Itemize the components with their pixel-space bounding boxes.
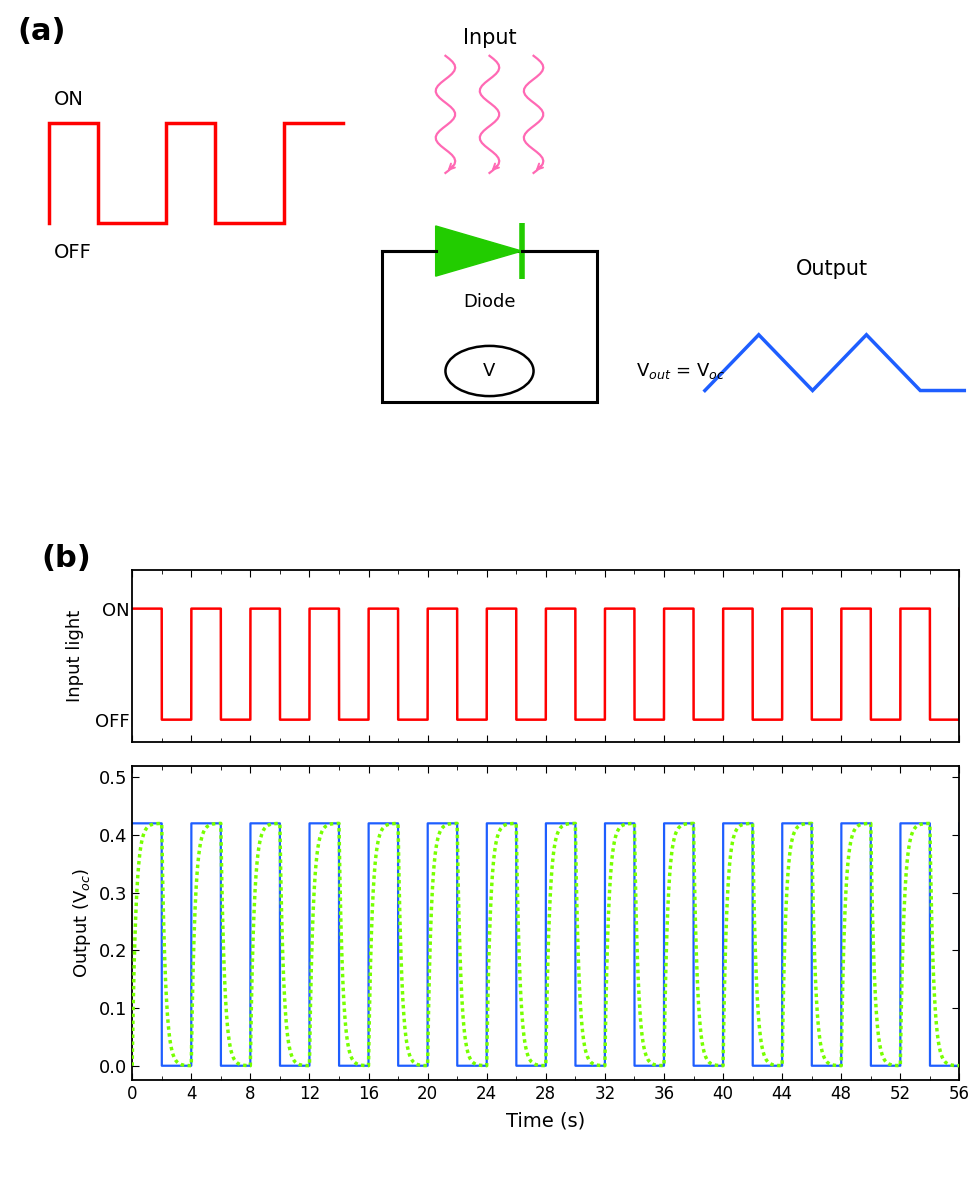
Text: (a): (a) xyxy=(18,17,67,46)
Text: Input: Input xyxy=(463,27,515,47)
Polygon shape xyxy=(435,226,521,277)
Text: ON: ON xyxy=(54,90,84,109)
Circle shape xyxy=(445,345,533,396)
Bar xyxy=(381,252,597,401)
Text: Diode: Diode xyxy=(463,293,515,311)
Y-axis label: Input light: Input light xyxy=(66,610,83,702)
Text: V$_{out}$ = V$_{oc}$: V$_{out}$ = V$_{oc}$ xyxy=(636,361,725,381)
X-axis label: Time (s): Time (s) xyxy=(506,1111,585,1130)
Text: OFF: OFF xyxy=(54,242,92,261)
Text: Output: Output xyxy=(795,259,867,279)
Y-axis label: Output (V$_{oc}$): Output (V$_{oc}$) xyxy=(71,868,93,978)
Text: (b): (b) xyxy=(41,544,91,573)
Text: V: V xyxy=(483,362,495,380)
